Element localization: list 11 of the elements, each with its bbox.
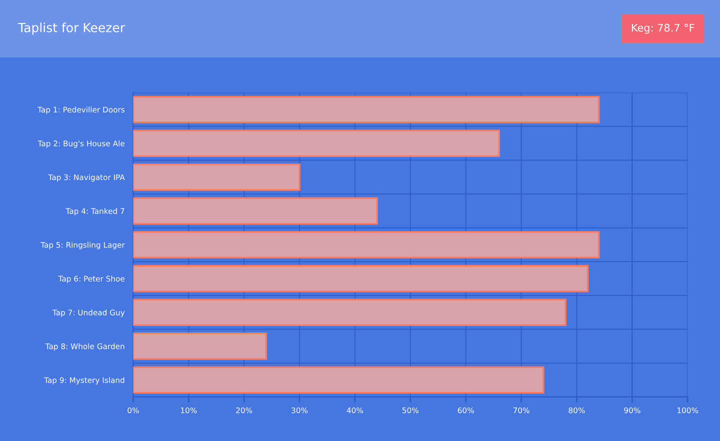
bar (133, 231, 600, 258)
bar (133, 366, 544, 394)
bar (133, 163, 300, 191)
bar (133, 264, 589, 292)
bar (133, 197, 378, 225)
text: Keg: 78.7 °F (632, 24, 694, 34)
bar (133, 96, 600, 124)
bar (133, 332, 268, 360)
bar (133, 298, 566, 326)
chart-title: Taplist for Keezer (18, 22, 126, 35)
bar (133, 130, 500, 158)
